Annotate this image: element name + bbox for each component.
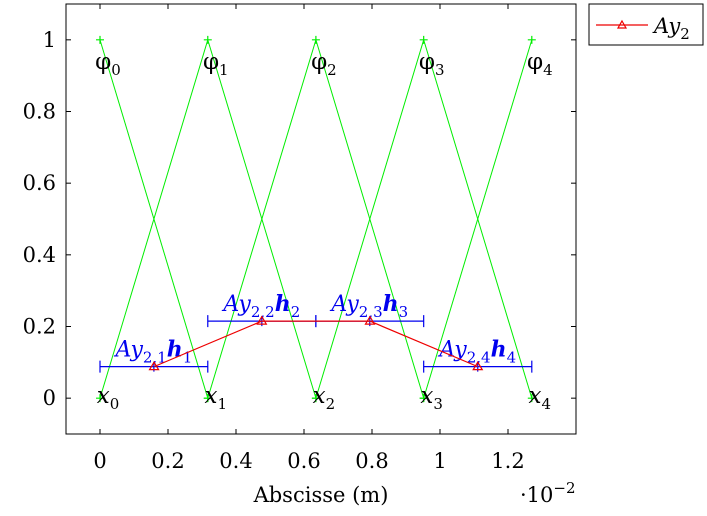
bar-label-sub1: 2,4 — [467, 349, 491, 367]
basis-peak-marker — [96, 35, 104, 44]
basis-label-phi4: φ4 — [527, 49, 553, 79]
basis-label-sub: 4 — [543, 61, 553, 79]
x-axis-label: Abscisse (m) — [253, 483, 389, 507]
bar-label-sub1: 2,2 — [251, 303, 275, 321]
basis-label-phi2: φ2 — [311, 49, 337, 79]
node-label-base: x — [420, 383, 433, 409]
bar-label-h: h — [383, 291, 399, 317]
axis-ticks: 0 0.2 0.4 0.6 0.8 1 1.2 0 0.2 0.4 0.6 0.8 1 — [23, 4, 576, 473]
basis-label-sub: 0 — [111, 61, 121, 79]
bar-label-h: h — [275, 291, 291, 317]
node-label-sub: 4 — [542, 395, 552, 413]
x-axis-scale-label: ·10−2 — [520, 479, 576, 507]
x-tick-label: 1.2 — [491, 449, 524, 473]
node-label-sub: 3 — [433, 395, 443, 413]
series-point — [256, 315, 268, 325]
x-tick-label: 0.4 — [219, 449, 252, 473]
x-axis-scale-base: ·10 — [520, 483, 553, 507]
y-tick-label: 0 — [43, 386, 56, 410]
node-label-sub: 0 — [110, 395, 120, 413]
node-label-base: x — [97, 383, 110, 409]
bar-label-h: h — [491, 337, 507, 363]
basis-peak-marker — [203, 35, 212, 44]
y-tick-label: 0.2 — [23, 315, 56, 339]
basis-foot-marker — [419, 394, 428, 403]
plot-frame — [65, 3, 577, 435]
basis-label-base: φ — [203, 49, 219, 75]
legend-series-label-base: Ay — [652, 14, 681, 38]
basis-label-base: φ — [527, 49, 543, 75]
bar-label-base: Ay — [329, 292, 359, 317]
series-point — [472, 360, 484, 371]
node-label-x3: x3 — [420, 383, 443, 413]
series-line — [153, 320, 478, 368]
x-tick-label: 0.8 — [355, 449, 388, 473]
basis-peak-marker — [311, 35, 320, 44]
y-tick-label: 0.8 — [23, 100, 56, 124]
bar-label-sub2: 1 — [183, 349, 193, 367]
basis-label-base: φ — [419, 49, 435, 75]
basis-label-sub: 1 — [219, 61, 229, 79]
bar-label-4: Ay2,4h4 — [437, 337, 516, 367]
bar-label-1: Ay2,1h1 — [113, 337, 192, 367]
basis-label-sub: 2 — [327, 61, 337, 79]
node-label-x2: x2 — [313, 383, 336, 413]
legend: Ay2 — [588, 3, 704, 46]
x-axis-scale-exponent: −2 — [553, 479, 575, 497]
bar-label-2: Ay2,2h2 — [221, 291, 300, 321]
basis-function-phi2 — [207, 38, 425, 399]
basis-peak-marker — [527, 35, 536, 44]
basis-foot-marker — [311, 394, 320, 403]
bar-label-sub2: 4 — [507, 349, 517, 367]
node-label-sub: 2 — [326, 395, 336, 413]
legend-series-marker — [616, 19, 628, 29]
bar-label-base: Ay — [113, 338, 143, 363]
basis-label-base: φ — [95, 49, 111, 75]
basis-foot-marker — [527, 394, 536, 403]
basis-foot-marker — [96, 394, 104, 403]
node-label-x0: x0 — [97, 383, 120, 413]
y-tick-label: 1 — [43, 28, 56, 52]
bar-label-sub1: 2,3 — [359, 303, 383, 321]
x-tick-label: 0.2 — [151, 449, 184, 473]
legend-series-label: Ay2 — [652, 14, 690, 43]
bar-label-base: Ay — [437, 338, 467, 363]
node-label-base: x — [205, 383, 218, 409]
x-tick-label: 0.6 — [287, 449, 320, 473]
basis-label-phi1: φ1 — [203, 49, 229, 79]
node-label-base: x — [313, 383, 326, 409]
node-label-x1: x1 — [205, 383, 228, 413]
bar-label-base: Ay — [221, 292, 251, 317]
node-label-x4: x4 — [529, 383, 552, 413]
basis-label-base: φ — [311, 49, 327, 75]
x-tick-label: 0 — [93, 449, 106, 473]
bar-label-h: h — [167, 337, 183, 363]
node-label-sub: 1 — [217, 395, 227, 413]
basis-label-sub: 3 — [435, 61, 445, 79]
basis-function-phi4 — [423, 39, 533, 399]
node-label-base: x — [529, 383, 542, 409]
basis-label-phi0: φ0 — [95, 49, 121, 79]
basis-peak-marker — [419, 35, 428, 44]
basis-label-phi3: φ3 — [419, 49, 445, 79]
bar-label-sub2: 2 — [291, 303, 301, 321]
basis-foot-marker — [203, 394, 212, 403]
series-point — [148, 360, 160, 371]
y-tick-label: 0.6 — [23, 171, 56, 195]
y-tick-label: 0.4 — [23, 243, 56, 267]
legend-series-label-sub: 2 — [680, 25, 690, 43]
x-tick-label: 1 — [433, 449, 446, 473]
series-point — [364, 315, 376, 325]
bar-label-sub2: 3 — [399, 303, 409, 321]
bar-label-3: Ay2,3h3 — [329, 291, 408, 321]
bar-label-sub1: 2,1 — [143, 349, 167, 367]
